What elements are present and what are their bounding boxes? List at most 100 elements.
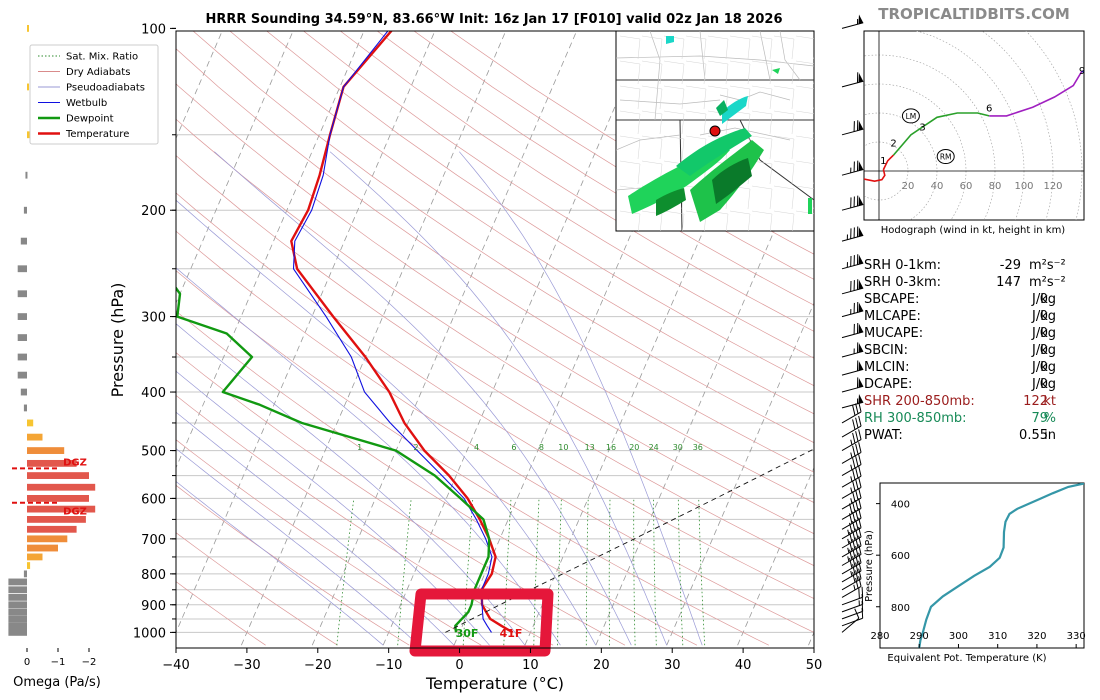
map-boundary: [649, 31, 661, 121]
barb-shaft: [841, 425, 862, 438]
barb-full: [852, 419, 856, 430]
barb-pennant: [858, 227, 864, 237]
theta-e-panel: 280 290 300 310 320 330 400 600 800 Equivalent P…: [864, 482, 1086, 664]
legend-label: Pseudoadiabats: [66, 83, 145, 94]
pseudoadiabat: [176, 323, 526, 646]
dry-adiabat: [176, 192, 814, 599]
wind-barb: [841, 535, 862, 558]
barb-half: [846, 262, 848, 268]
omega-bar: [8, 615, 27, 623]
hodograph-height-label: 1: [880, 156, 886, 167]
county-line: [685, 85, 707, 110]
wind-barb: [841, 72, 864, 88]
barb-full: [858, 442, 862, 453]
county-line: [773, 135, 795, 160]
wind-barb: [841, 498, 862, 520]
mixing-ratio-label: 13: [585, 443, 595, 452]
hodograph-height-label: 9: [1079, 66, 1085, 77]
barb-full: [852, 457, 856, 469]
barb-full: [856, 360, 859, 371]
wind-barb: [841, 14, 864, 29]
sounding-location-marker: [709, 125, 721, 137]
barb-full: [856, 302, 859, 313]
barb-full: [849, 540, 853, 552]
mixing-ratio-line: [633, 498, 636, 646]
wind-barb: [841, 394, 864, 409]
pseudoadiabat: [176, 267, 561, 646]
county-line: [641, 110, 663, 135]
map-boundary: [779, 31, 801, 81]
index-label: SRH 0-1km:: [864, 258, 941, 273]
barb-full: [853, 302, 855, 314]
county-line: [795, 110, 814, 134]
barb-full: [858, 477, 862, 488]
pseudoadiabat-lines: [176, 151, 703, 646]
barb-full: [856, 377, 859, 388]
barb-shaft: [841, 497, 862, 510]
barb-shaft: [841, 527, 862, 540]
index-unit: m²s⁻²: [1029, 275, 1066, 290]
theta-e-ticks: 280 290 300 310 320 330 400 600 800: [870, 500, 1086, 648]
index-label: SRH 0-3km:: [864, 275, 941, 290]
dry-adiabat: [176, 230, 814, 633]
barb-full: [856, 279, 859, 290]
hodograph-ring-label: 100: [1014, 181, 1033, 192]
mixing-ratio-line: [653, 498, 657, 646]
barb-shaft: [841, 610, 863, 620]
mixing-ratio-line: [336, 498, 355, 646]
barb-full: [856, 160, 859, 172]
temperature-tick-label: −30: [233, 658, 260, 673]
county-line: [663, 110, 685, 135]
wind-barb: [841, 607, 864, 627]
wind-barb: [841, 576, 862, 598]
storm-motion-label: LM: [906, 112, 917, 121]
omega-bar: [17, 265, 27, 273]
omega-bars: [8, 25, 96, 636]
theta-e-x-tick-label: 330: [1067, 631, 1086, 642]
isotherm-line: [524, 31, 790, 646]
barb-full: [855, 417, 859, 428]
county-line: [751, 135, 773, 160]
wind-barb: [841, 195, 864, 211]
dry-adiabat: [176, 155, 814, 567]
barb-half: [850, 498, 853, 504]
wind-barb: [841, 586, 864, 606]
county-line: [773, 60, 795, 85]
legend-label: Dry Adiabats: [66, 67, 130, 78]
barb-shaft: [841, 517, 862, 530]
county-line: [751, 110, 773, 135]
pressure-tick-label: 100: [141, 22, 166, 37]
pressure-tick-label: 200: [141, 204, 166, 219]
pseudoadiabat: [176, 481, 384, 646]
pressure-tick-label: 700: [141, 533, 166, 548]
omega-x-axis-label: Omega (Pa/s): [13, 675, 101, 690]
isotherm-line: [176, 31, 365, 469]
isotherm-line: [311, 31, 578, 646]
omega-bar: [20, 388, 27, 396]
barb-full: [849, 557, 853, 569]
theta-e-y-tick-label: 400: [891, 500, 910, 511]
barb-half: [853, 584, 856, 591]
county-line: [729, 35, 751, 60]
barb-full: [853, 227, 855, 238]
pressure-tick-label: 900: [141, 599, 166, 614]
barb-shaft: [841, 585, 862, 598]
barb-full: [861, 586, 864, 598]
barb-half: [858, 600, 860, 606]
barb-shaft: [841, 617, 863, 627]
theta-e-x-tick-label: 320: [1027, 631, 1046, 642]
barb-shaft: [841, 439, 862, 452]
theta-e-x-tick-label: 300: [949, 631, 968, 642]
temperature-tick-label: 20: [593, 658, 610, 673]
index-unit: kt: [1043, 394, 1056, 409]
dry-adiabat: [176, 118, 814, 535]
county-line: [729, 85, 751, 110]
county-line: [773, 110, 795, 135]
isotherm-line: [737, 466, 814, 646]
barb-full: [852, 501, 856, 513]
omega-bar: [8, 622, 27, 630]
omega-bar: [25, 171, 28, 179]
barb-full: [858, 487, 862, 499]
